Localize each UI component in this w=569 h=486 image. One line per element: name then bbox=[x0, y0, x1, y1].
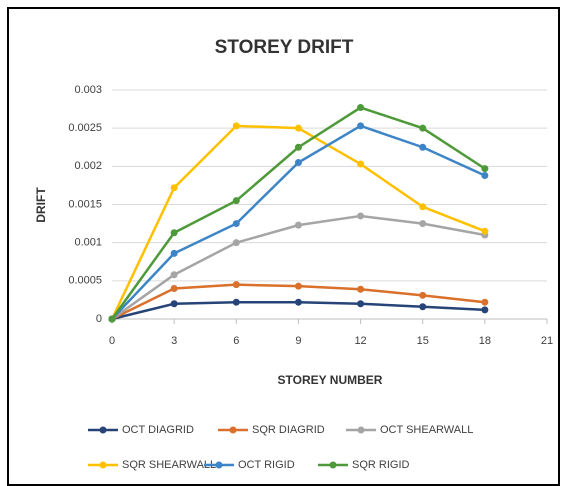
x-tick-label: 0 bbox=[109, 335, 115, 347]
legend-marker bbox=[329, 461, 337, 469]
data-point bbox=[419, 124, 427, 132]
data-point bbox=[294, 159, 302, 167]
legend-label: SQR RIGID bbox=[352, 459, 410, 471]
data-point bbox=[419, 291, 427, 299]
legend-label: SQR DIAGRID bbox=[252, 424, 325, 436]
data-point bbox=[170, 271, 178, 279]
y-tick-label: 0.0005 bbox=[68, 275, 102, 287]
data-point bbox=[481, 306, 489, 314]
data-point bbox=[232, 197, 240, 205]
x-tick-label: 6 bbox=[233, 335, 239, 347]
x-tick-label: 9 bbox=[295, 335, 301, 347]
chart-title: STOREY DRIFT bbox=[215, 37, 354, 58]
legend-marker bbox=[357, 426, 365, 434]
legend-label: OCT SHEARWALL bbox=[380, 424, 473, 436]
data-point bbox=[419, 220, 427, 228]
data-point bbox=[419, 303, 427, 311]
data-point bbox=[481, 227, 489, 235]
data-point bbox=[232, 281, 240, 289]
y-tick-label: 0 bbox=[96, 313, 102, 325]
y-tick-label: 0.0015 bbox=[68, 198, 102, 210]
x-tick-label: 15 bbox=[417, 335, 429, 347]
x-tick-label: 12 bbox=[354, 335, 366, 347]
chart-frame bbox=[7, 7, 560, 486]
y-tick-label: 0.001 bbox=[74, 237, 102, 249]
y-tick-label: 0.003 bbox=[74, 84, 102, 96]
data-point bbox=[232, 220, 240, 228]
data-point bbox=[294, 143, 302, 151]
data-point bbox=[357, 122, 365, 130]
data-point bbox=[481, 298, 489, 306]
data-point bbox=[232, 298, 240, 306]
data-point bbox=[357, 300, 365, 308]
data-point bbox=[294, 221, 302, 229]
data-point bbox=[357, 104, 365, 112]
y-tick-label: 0.0025 bbox=[68, 122, 102, 134]
data-point bbox=[170, 249, 178, 257]
data-point bbox=[170, 184, 178, 192]
data-point bbox=[108, 315, 116, 323]
legend-marker bbox=[229, 426, 237, 434]
data-point bbox=[170, 284, 178, 292]
data-point bbox=[232, 239, 240, 247]
legend-marker bbox=[99, 461, 107, 469]
data-point bbox=[294, 282, 302, 290]
x-tick-label: 18 bbox=[479, 335, 491, 347]
legend-label: OCT DIAGRID bbox=[122, 424, 194, 436]
legend-label: SQR SHEARWALL bbox=[122, 459, 216, 471]
data-point bbox=[357, 160, 365, 168]
data-point bbox=[481, 171, 489, 179]
data-point bbox=[419, 203, 427, 211]
legend-marker bbox=[99, 426, 107, 434]
data-point bbox=[294, 298, 302, 306]
x-tick-label: 3 bbox=[171, 335, 177, 347]
data-point bbox=[419, 143, 427, 151]
data-point bbox=[357, 212, 365, 220]
legend-marker bbox=[215, 461, 223, 469]
data-point bbox=[232, 122, 240, 130]
x-tick-label: 21 bbox=[541, 335, 553, 347]
y-tick-label: 0.002 bbox=[74, 160, 102, 172]
x-axis-title: STOREY NUMBER bbox=[278, 373, 383, 387]
data-point bbox=[170, 229, 178, 237]
data-point bbox=[170, 300, 178, 308]
legend-label: OCT RIGID bbox=[238, 459, 295, 471]
data-point bbox=[294, 124, 302, 132]
y-axis-title: DRIFT bbox=[34, 187, 48, 223]
data-point bbox=[357, 285, 365, 293]
data-point bbox=[481, 165, 489, 173]
